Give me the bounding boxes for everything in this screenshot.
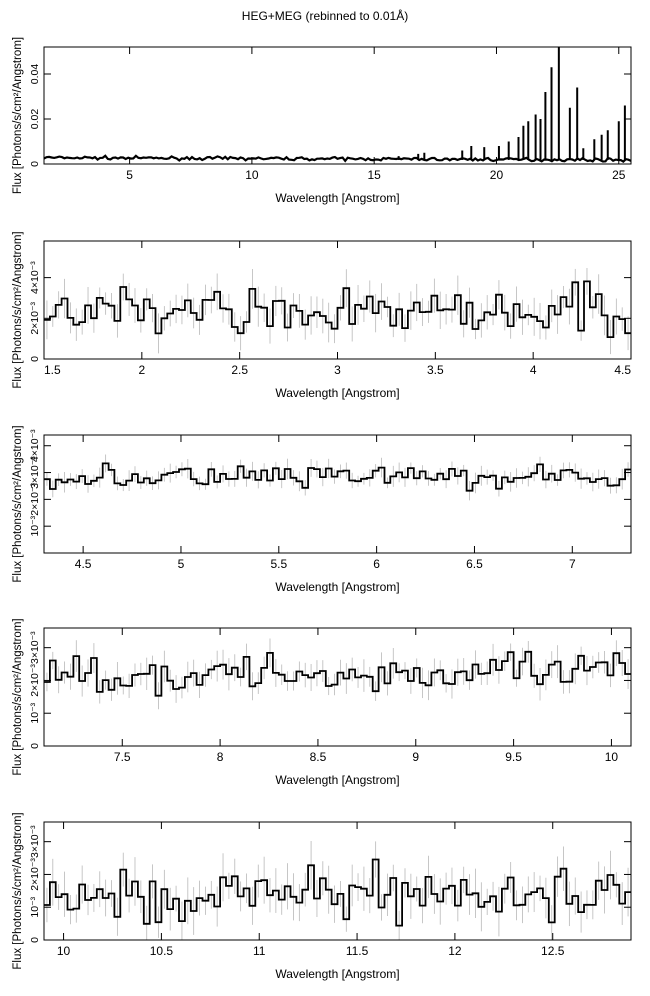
y-tick-label: 2×10⁻³: [29, 301, 41, 334]
x-tick-label: 15: [368, 168, 382, 182]
x-tick-label: 1.5: [44, 363, 61, 377]
flux-histogram: [44, 280, 631, 338]
x-tick-label: 4.5: [614, 363, 631, 377]
x-tick-label: 6.5: [466, 557, 483, 571]
y-tick-label: 2×10⁻³: [29, 858, 41, 891]
x-tick-label: 4.5: [75, 557, 92, 571]
spectrum-panel-1: 5 10 15 20 25 0 0.02 0.04 Wavelength [Angstrom] F…: [12, 37, 632, 205]
x-tick-label: 10: [57, 944, 71, 958]
plot-area: [44, 841, 631, 940]
x-axis-label: Wavelength [Angstrom]: [275, 967, 399, 981]
continuum-trace: [44, 154, 631, 163]
x-tick-label: 2: [138, 363, 145, 377]
flux-histogram: [44, 858, 631, 927]
x-tick-label: 3: [334, 363, 341, 377]
y-tick-label: 0: [29, 743, 41, 749]
plot-area: [44, 267, 631, 355]
x-tick-label: 10: [245, 168, 259, 182]
y-tick-label: 2×10⁻³: [29, 664, 41, 697]
x-tick-label: 11: [253, 944, 266, 958]
y-axis-label: Flux [Photons/s/cm²/Angstrom]: [12, 425, 24, 582]
spectrum-panel-3: 4.5 5 5.5 6 6.5 7 10⁻³2×10⁻³3×10⁻³4×10⁻³ Wavele…: [12, 425, 632, 594]
x-tick-label: 12.5: [541, 944, 565, 958]
x-tick-label: 9: [412, 750, 419, 764]
y-axis-label: Flux [Photons/s/cm²/Angstrom]: [12, 231, 24, 388]
spectrum-panel-4: 7.5 8 8.5 9 9.5 10 0 10⁻³ 2×10⁻³3×10⁻³ Wavelength…: [12, 618, 632, 787]
y-tick-label: 3×10⁻³: [29, 456, 41, 489]
y-axis-label: Flux [Photons/s/cm²/Angstrom]: [12, 37, 24, 194]
y-tick-label: 0.04: [29, 64, 41, 85]
x-tick-label: 5.5: [270, 557, 287, 571]
plot-frame: [43, 434, 632, 554]
x-tick-label: 11.5: [346, 944, 369, 958]
spectrum-panel-2: 1.5 2 2.5 3 3.5 4 4.5 0 2×10⁻³ 4×10⁻³ Wavelength […: [12, 231, 632, 400]
y-tick-label: 4×10⁻³: [29, 429, 41, 462]
x-tick-label: 2.5: [231, 363, 248, 377]
x-axis-label: Wavelength [Angstrom]: [275, 580, 399, 594]
flux-histogram: [44, 650, 631, 697]
x-tick-label: 7.5: [114, 750, 131, 764]
figure-title: HEG+MEG (rebinned to 0.01Å): [241, 9, 409, 23]
plot-area: [44, 47, 631, 163]
x-tick-label: 9.5: [505, 750, 522, 764]
x-tick-label: 12: [448, 944, 462, 958]
plot-area: [44, 454, 631, 501]
flux-histogram: [44, 462, 631, 492]
y-tick-label: 3×10⁻³: [29, 631, 41, 664]
x-tick-label: 5: [178, 557, 185, 571]
plot-area: [44, 638, 631, 710]
y-tick-label: 0: [29, 937, 41, 943]
x-tick-label: 10: [605, 750, 619, 764]
y-tick-label: 4×10⁻³: [29, 261, 41, 294]
y-tick-label: 0.02: [29, 109, 41, 130]
x-tick-label: 8.5: [310, 750, 327, 764]
x-tick-label: 25: [612, 168, 626, 182]
y-tick-label: 2×10⁻³: [29, 483, 41, 516]
x-tick-label: 20: [490, 168, 504, 182]
y-tick-label: 10⁻³: [29, 702, 41, 723]
plot-frame: [43, 627, 632, 747]
y-axis-label: Flux [Photons/s/cm²/Angstrom]: [12, 618, 24, 775]
spectrum-panel-5: 10 10.5 11 11.5 12 12.5 0 10⁻³ 2×10⁻³3×10⁻³ Wavel…: [12, 812, 632, 981]
plot-frame: [43, 46, 632, 165]
x-tick-label: 6: [373, 557, 380, 571]
x-tick-label: 4: [530, 363, 537, 377]
x-axis-label: Wavelength [Angstrom]: [275, 773, 399, 787]
y-tick-label: 3×10⁻³: [29, 825, 41, 858]
y-tick-label: 0: [29, 356, 41, 362]
x-tick-label: 10.5: [150, 944, 174, 958]
x-tick-label: 3.5: [427, 363, 444, 377]
y-tick-label: 0: [29, 161, 41, 167]
plot-frame: [43, 821, 632, 941]
x-tick-label: 5: [126, 168, 133, 182]
y-tick-label: 10⁻³: [29, 896, 41, 917]
x-tick-label: 7: [569, 557, 576, 571]
y-tick-label: 10⁻³: [29, 515, 41, 536]
y-axis-label: Flux [Photons/s/cm²/Angstrom]: [12, 812, 24, 969]
x-axis-label: Wavelength [Angstrom]: [275, 191, 399, 205]
x-tick-label: 8: [217, 750, 224, 764]
x-axis-label: Wavelength [Angstrom]: [275, 386, 399, 400]
